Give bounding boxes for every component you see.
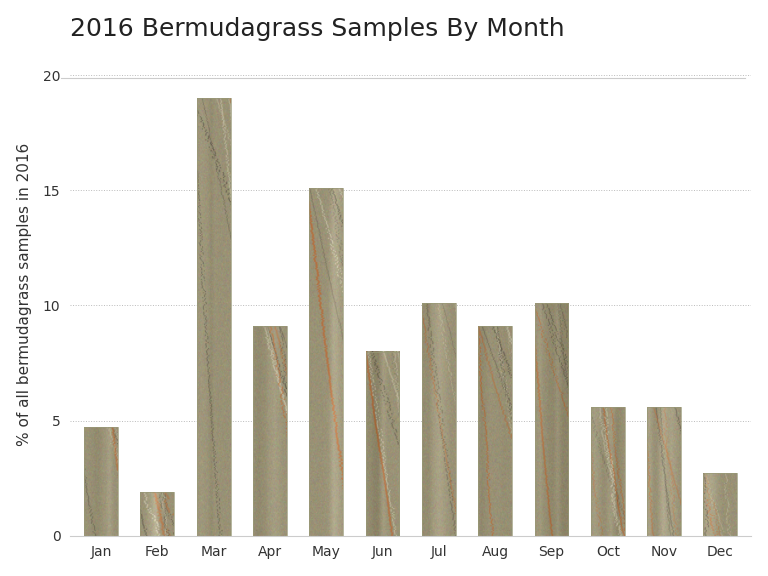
Bar xyxy=(366,351,399,536)
Bar xyxy=(535,303,568,536)
Bar xyxy=(703,473,737,536)
Y-axis label: % of all bermudagrass samples in 2016: % of all bermudagrass samples in 2016 xyxy=(17,142,31,446)
Bar xyxy=(478,326,512,536)
Bar xyxy=(84,427,118,536)
Bar xyxy=(422,303,455,536)
Bar xyxy=(141,492,174,536)
Bar xyxy=(647,407,681,536)
Text: 2016 Bermudagrass Samples By Month: 2016 Bermudagrass Samples By Month xyxy=(70,17,564,41)
Bar xyxy=(310,188,343,536)
Bar xyxy=(197,98,230,536)
Bar xyxy=(591,407,624,536)
Bar xyxy=(253,326,287,536)
